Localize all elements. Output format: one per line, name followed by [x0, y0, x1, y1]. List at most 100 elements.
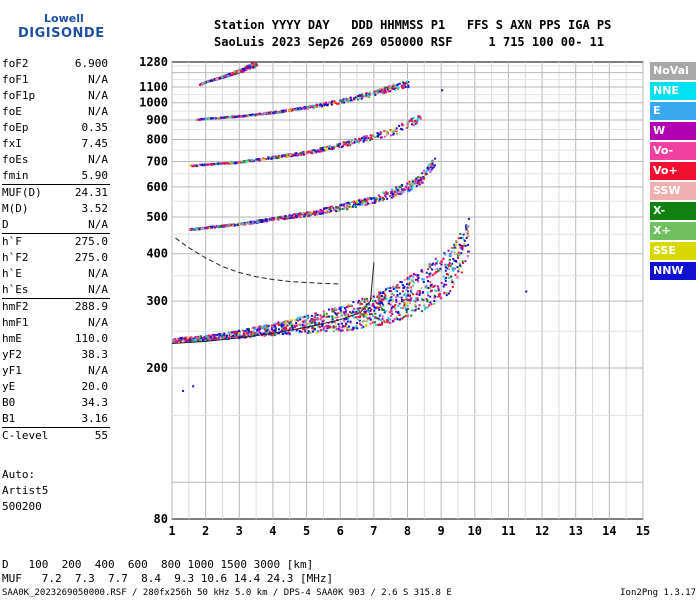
- echo-point: [331, 146, 334, 149]
- echo-point: [388, 299, 391, 302]
- echo-point: [349, 320, 352, 323]
- echo-point: [340, 203, 343, 206]
- echo-point: [220, 116, 223, 119]
- echo-point: [365, 297, 368, 300]
- solid-profile-curve: [171, 262, 375, 344]
- echo-point: [422, 281, 425, 284]
- echo-point: [312, 327, 315, 330]
- echo-point: [249, 222, 252, 225]
- echo-point: [379, 313, 382, 316]
- echo-point: [421, 172, 424, 175]
- echo-point: [455, 277, 458, 280]
- echo-point: [372, 197, 375, 200]
- echo-point: [443, 252, 446, 255]
- echo-point: [437, 289, 440, 292]
- echo-point: [406, 125, 409, 128]
- echo-point: [230, 72, 233, 75]
- echo-point: [258, 159, 261, 162]
- echo-point: [254, 333, 257, 336]
- echo-point: [309, 150, 312, 153]
- echo-point: [212, 117, 215, 120]
- echo-point: [457, 254, 460, 257]
- echo-point: [282, 321, 285, 324]
- echo-point: [316, 104, 319, 107]
- echo-point: [277, 218, 280, 221]
- echo-point: [365, 198, 368, 201]
- echo-point: [355, 324, 358, 327]
- echo-point: [306, 317, 309, 320]
- echo-point: [304, 330, 307, 333]
- echo-point: [317, 212, 320, 215]
- echo-point: [333, 145, 336, 148]
- echo-point: [216, 162, 219, 165]
- echo-point: [380, 198, 383, 201]
- echo-point: [394, 189, 397, 192]
- echo-point: [451, 262, 454, 265]
- autoscale-label: Auto:: [2, 468, 36, 481]
- echo-point: [223, 224, 226, 227]
- echo-point: [391, 130, 394, 133]
- echo-point: [274, 334, 277, 337]
- echo-point: [463, 239, 466, 242]
- echo-point: [305, 152, 308, 155]
- echo-point: [281, 215, 284, 218]
- echo-point: [403, 292, 406, 295]
- echo-point: [288, 331, 291, 334]
- echo-point: [217, 337, 220, 340]
- echo-point: [258, 219, 261, 222]
- echo-point: [405, 288, 408, 291]
- echo-point: [442, 285, 445, 288]
- echo-point: [270, 157, 273, 160]
- echo-point: [173, 340, 176, 343]
- echo-point: [431, 161, 434, 164]
- echo-point: [348, 328, 351, 331]
- echo-point: [430, 290, 433, 293]
- echo-point: [403, 315, 406, 318]
- echo-point: [429, 170, 432, 173]
- echo-point: [439, 296, 442, 299]
- echo-point: [425, 284, 428, 287]
- param-name: MUF(D): [2, 186, 42, 199]
- echo-point: [373, 201, 376, 204]
- echo-point: [384, 294, 387, 297]
- echo-point: [381, 91, 384, 94]
- echo-point: [321, 323, 324, 326]
- param-value: 5.90: [81, 169, 109, 182]
- echo-point: [414, 305, 417, 308]
- echo-point: [392, 195, 395, 198]
- echo-point: [366, 197, 369, 200]
- echo-point: [385, 288, 388, 291]
- echo-point: [372, 92, 375, 95]
- echo-point: [307, 211, 310, 214]
- echo-point: [417, 179, 420, 182]
- echo-point: [273, 111, 276, 114]
- echo-point: [367, 318, 370, 321]
- echo-point: [184, 340, 187, 343]
- echo-point: [298, 330, 301, 333]
- echo-point: [249, 221, 252, 224]
- echo-point: [390, 310, 393, 313]
- echo-point: [411, 187, 414, 190]
- echo-point: [421, 176, 424, 179]
- echo-point: [345, 203, 348, 206]
- echo-point: [212, 334, 215, 337]
- echo-point: [404, 83, 407, 86]
- echo-point: [378, 314, 381, 317]
- echo-point: [451, 279, 454, 282]
- echo-point: [374, 316, 377, 319]
- param-value: N/A: [88, 153, 108, 166]
- echo-point: [345, 314, 348, 317]
- echo-point: [463, 242, 466, 245]
- echo-point: [435, 289, 438, 292]
- echo-point: [371, 137, 374, 140]
- echo-point: [426, 166, 429, 169]
- echo-point: [346, 329, 349, 332]
- echo-point: [320, 150, 323, 153]
- echo-point: [389, 299, 392, 302]
- echo-point: [313, 315, 316, 318]
- echo-point: [233, 224, 236, 227]
- echo-point: [301, 320, 304, 323]
- echo-point: [430, 164, 433, 167]
- echo-point: [310, 211, 313, 214]
- echo-point: [350, 312, 353, 315]
